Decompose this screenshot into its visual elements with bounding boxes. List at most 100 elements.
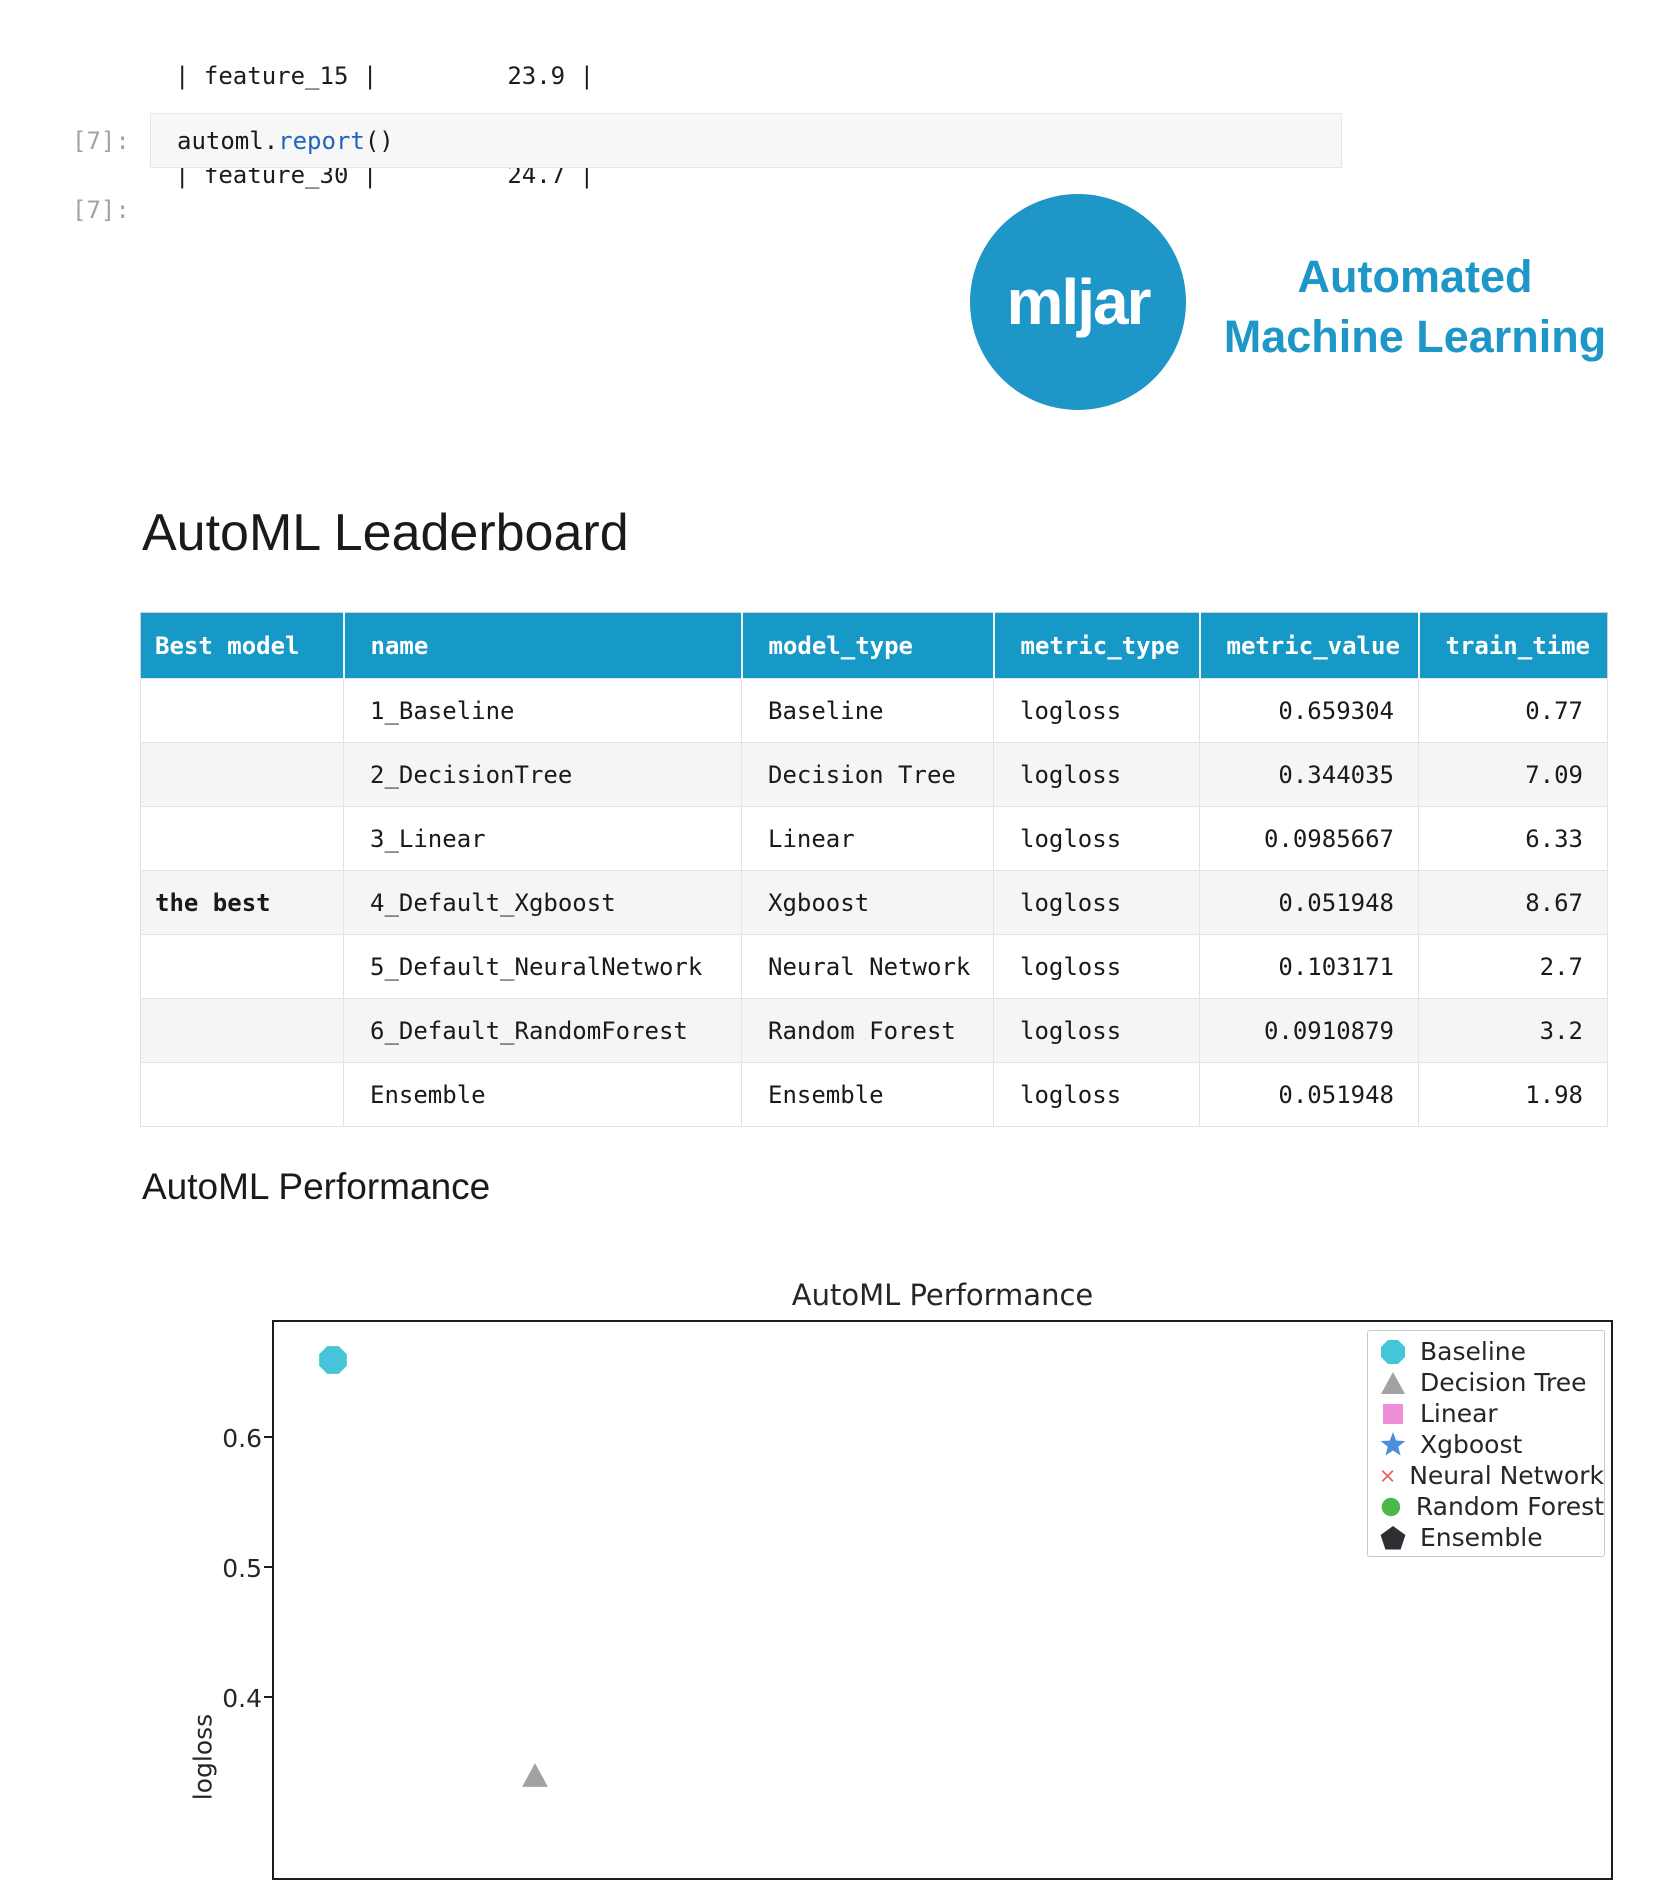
chart-legend: Baseline Decision Tree Linear Xgboost Ne…: [1367, 1330, 1605, 1557]
cell-best: [140, 998, 344, 1063]
table-row: 5_Default_NeuralNetwork Neural Network l…: [140, 934, 1608, 999]
cell-metric-type: logloss: [993, 998, 1200, 1063]
section-heading-performance: AutoML Performance: [142, 1166, 491, 1207]
cell-train-time: 7.09: [1418, 742, 1608, 807]
feature-importance-row: | feature_15 | 23.9 |: [175, 62, 595, 90]
table-row-best-model: the best 4_Default_Xgboost Xgboost loglo…: [140, 870, 1608, 935]
column-header-train-time: train_time: [1418, 612, 1608, 679]
legend-item: Xgboost: [1380, 1429, 1604, 1460]
cell-metric-value: 0.051948: [1199, 870, 1419, 935]
leaderboard-table: Best model name model_type metric_type m…: [140, 612, 1608, 1127]
legend-item: Baseline: [1380, 1336, 1604, 1367]
table-row: 3_Linear Linear logloss 0.0985667 6.33: [140, 806, 1608, 871]
square-marker-icon: [1383, 1403, 1403, 1424]
legend-item: Decision Tree: [1380, 1367, 1604, 1398]
star-marker-icon: [1380, 1431, 1406, 1455]
octagon-marker-icon: [1381, 1339, 1405, 1364]
legend-label: Neural Network: [1409, 1461, 1604, 1490]
column-header-metric-type: metric_type: [993, 612, 1201, 679]
legend-item: Neural Network: [1380, 1460, 1604, 1491]
cell-train-time: 2.7: [1418, 934, 1608, 999]
cell-train-time: 0.77: [1418, 678, 1608, 743]
column-header-model-type: model_type: [741, 612, 995, 679]
cell-model-type: Ensemble: [741, 1062, 994, 1127]
input-prompt: [7]:: [72, 127, 130, 155]
page-title: AutoML Leaderboard: [142, 504, 629, 562]
legend-item: Ensemble: [1380, 1522, 1604, 1553]
mljar-logo-text: mljar: [1006, 266, 1152, 338]
pentagon-marker-icon: [1380, 1525, 1406, 1549]
triangle-marker-icon: [1381, 1371, 1405, 1394]
code-dot: .: [263, 127, 279, 155]
cell-model-type: Decision Tree: [741, 742, 994, 807]
cell-name: 6_Default_RandomForest: [343, 998, 742, 1063]
cell-name: 5_Default_NeuralNetwork: [343, 934, 742, 999]
circle-marker-icon: [1381, 1497, 1401, 1516]
cell-train-time: 6.33: [1418, 806, 1608, 871]
cell-metric-value: 0.344035: [1199, 742, 1419, 807]
cell-metric-type: logloss: [993, 934, 1200, 999]
y-tick-mark: [264, 1696, 273, 1698]
cell-metric-value: 0.051948: [1199, 1062, 1419, 1127]
table-row: 6_Default_RandomForest Random Forest log…: [140, 998, 1608, 1063]
cell-metric-type: logloss: [993, 806, 1200, 871]
cell-model-type: Xgboost: [741, 870, 994, 935]
cell-metric-type: logloss: [993, 1062, 1200, 1127]
code-parens: (): [364, 127, 394, 155]
scatter-point-baseline-octagon-icon: [319, 1346, 347, 1374]
code-cell-input[interactable]: automl.report(): [150, 113, 1342, 168]
cell-model-type: Random Forest: [741, 998, 994, 1063]
cell-train-time: 8.67: [1418, 870, 1608, 935]
output-prompt: [7]:: [72, 196, 130, 224]
cell-best: [140, 806, 344, 871]
y-tick-mark: [264, 1436, 273, 1438]
y-tick-mark: [264, 1566, 273, 1568]
jupyter-notebook-page: { "notebook": { "pre_output_lines": [ "|…: [72, 62, 1640, 1880]
cell-train-time: 3.2: [1418, 998, 1608, 1063]
cell-train-time: 1.98: [1418, 1062, 1608, 1127]
cell-name: 3_Linear: [343, 806, 742, 871]
cell-metric-type: logloss: [993, 742, 1200, 807]
code-object: automl: [177, 127, 264, 155]
x-marker-icon: [1381, 1469, 1394, 1482]
table-row: 1_Baseline Baseline logloss 0.659304 0.7…: [140, 678, 1608, 743]
legend-label: Xgboost: [1420, 1430, 1523, 1459]
cell-name: 4_Default_Xgboost: [343, 870, 742, 935]
brand-tagline: Automated Machine Learning: [1190, 247, 1640, 367]
brand-line-2: Machine Learning: [1223, 311, 1607, 362]
legend-label: Baseline: [1420, 1337, 1526, 1366]
legend-label: Linear: [1420, 1399, 1498, 1428]
table-row: Ensemble Ensemble logloss 0.051948 1.98: [140, 1062, 1608, 1127]
legend-label: Ensemble: [1420, 1523, 1543, 1552]
cell-name: 1_Baseline: [343, 678, 742, 743]
cell-metric-value: 0.103171: [1199, 934, 1419, 999]
cell-metric-type: logloss: [993, 678, 1200, 743]
column-header-name: name: [343, 612, 743, 679]
y-axis-label: logloss: [188, 1713, 218, 1801]
cell-best: [140, 1062, 344, 1127]
cell-model-type: Linear: [741, 806, 994, 871]
cell-metric-value: 0.0985667: [1199, 806, 1419, 871]
cell-metric-value: 0.0910879: [1199, 998, 1419, 1063]
cell-model-type: Neural Network: [741, 934, 994, 999]
mljar-logo-icon: mljar: [970, 194, 1186, 410]
column-header-best-model: Best model: [140, 612, 345, 679]
cell-best: [140, 742, 344, 807]
cell-best: [140, 934, 344, 999]
legend-label: Decision Tree: [1420, 1368, 1587, 1397]
legend-label: Random Forest: [1415, 1492, 1604, 1521]
table-header-row: Best model name model_type metric_type m…: [140, 612, 1608, 679]
scatter-point-decision-tree-triangle-icon: [522, 1763, 548, 1787]
cell-metric-type: logloss: [993, 870, 1200, 935]
cell-best: [140, 678, 344, 743]
legend-item: Linear: [1380, 1398, 1604, 1429]
chart-title: AutoML Performance: [791, 1278, 1094, 1312]
legend-item: Random Forest: [1380, 1491, 1604, 1522]
cell-best: the best: [140, 870, 344, 935]
code-method: report: [278, 127, 365, 155]
cell-name: 2_DecisionTree: [343, 742, 742, 807]
cell-metric-value: 0.659304: [1199, 678, 1419, 743]
brand-line-1: Automated: [1297, 251, 1533, 302]
table-row: 2_DecisionTree Decision Tree logloss 0.3…: [140, 742, 1608, 807]
code-line: automl.report(): [177, 127, 394, 155]
